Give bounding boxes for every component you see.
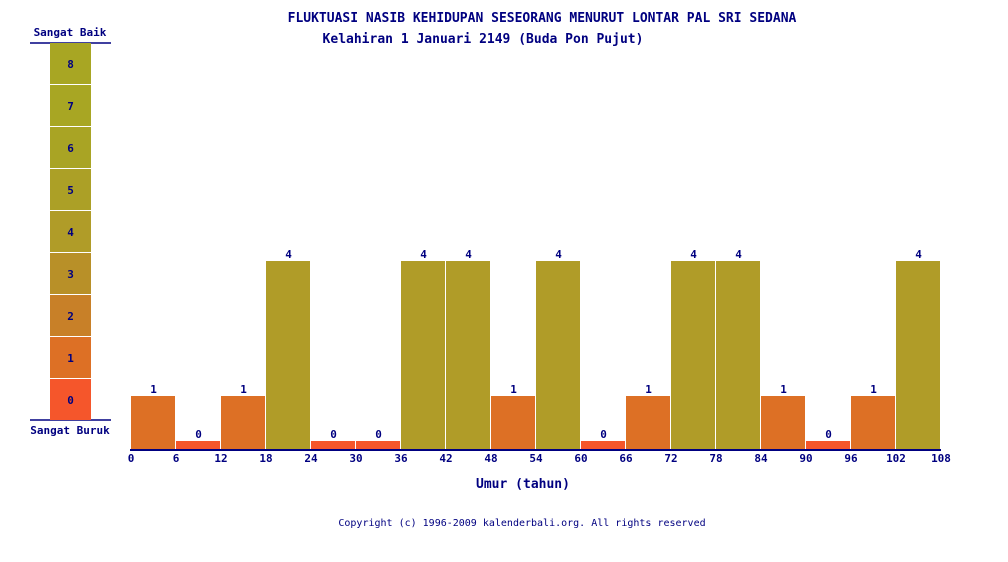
- x-axis-label: Umur (tahun): [476, 477, 570, 492]
- bar-value-label: 0: [195, 428, 202, 441]
- x-ticks: 0 6 12 18 24 30 36 42 48 54 60 66 72 78 84 90 96 102 108: [128, 452, 951, 465]
- bar-value-label: 0: [375, 428, 382, 441]
- scale-top-label: Sangat Baik: [34, 26, 107, 39]
- copyright: Copyright (c) 1996-2009 kalenderbali.org…: [338, 518, 705, 529]
- bar-value-label: 0: [825, 428, 832, 441]
- scale-level-6: [50, 127, 91, 168]
- x-tick-label: 30: [349, 452, 362, 465]
- chart-subtitle: Kelahiran 1 Januari 2149 (Buda Pon Pujut…: [323, 32, 644, 47]
- bar-value-label: 1: [150, 383, 157, 396]
- scale-level-label: 5: [67, 184, 74, 197]
- scale-level-3: [50, 253, 91, 294]
- scale-level-label: 7: [67, 100, 74, 113]
- bar-value-label: 4: [555, 248, 562, 261]
- bar-value-label: 4: [420, 248, 427, 261]
- x-tick-label: 24: [304, 452, 318, 465]
- x-tick-label: 42: [439, 452, 452, 465]
- scale-level-2: [50, 295, 91, 336]
- scale-level-label: 4: [67, 226, 74, 239]
- scale-level-label: 0: [67, 394, 74, 407]
- bar: [266, 261, 310, 450]
- bar-value-label: 4: [465, 248, 472, 261]
- bar-value-label: 1: [240, 383, 247, 396]
- bar-value-label: 1: [510, 383, 517, 396]
- bar: [626, 396, 670, 450]
- bar-value-label: 1: [870, 383, 877, 396]
- bar: [761, 396, 805, 450]
- bar: [581, 441, 625, 450]
- scale-level-label: 3: [67, 268, 74, 281]
- bar: [221, 396, 265, 450]
- scale-level-5: [50, 169, 91, 210]
- x-tick-label: 90: [799, 452, 812, 465]
- bar-value-label: 1: [780, 383, 787, 396]
- x-tick-label: 66: [619, 452, 633, 465]
- scale-level-label: 6: [67, 142, 74, 155]
- bar: [356, 441, 400, 450]
- bar-value-label: 4: [735, 248, 742, 261]
- bar: [491, 396, 535, 450]
- bar: [896, 261, 940, 450]
- x-tick-label: 36: [394, 452, 408, 465]
- x-tick-label: 6: [173, 452, 180, 465]
- bar: [671, 261, 715, 450]
- bar: [806, 441, 850, 450]
- x-tick-label: 72: [664, 452, 677, 465]
- bar-value-label: 1: [645, 383, 652, 396]
- x-tick-label: 54: [529, 452, 543, 465]
- bar: [131, 396, 175, 450]
- bars: 1 0 1 4 0 0 4 4 1 4 0 1 4 4 1 0 1 4: [131, 248, 940, 450]
- x-tick-label: 108: [931, 452, 951, 465]
- bar: [851, 396, 895, 450]
- bar: [176, 441, 220, 450]
- bar: [536, 261, 580, 450]
- x-tick-label: 84: [754, 452, 768, 465]
- bar: [311, 441, 355, 450]
- x-tick-label: 60: [574, 452, 587, 465]
- x-tick-label: 96: [844, 452, 858, 465]
- scale-level-4: [50, 211, 91, 252]
- scale-legend: 0 1 2 3 4 5 6 7 8: [50, 43, 91, 420]
- x-tick-label: 0: [128, 452, 135, 465]
- scale-level-8: [50, 43, 91, 84]
- scale-level-0: [50, 379, 91, 420]
- scale-level-label: 8: [67, 58, 74, 71]
- x-tick-label: 18: [259, 452, 272, 465]
- scale-level-label: 1: [67, 352, 74, 365]
- bar-value-label: 4: [285, 248, 292, 261]
- bar-value-label: 4: [915, 248, 922, 261]
- bar-value-label: 0: [600, 428, 607, 441]
- scale-level-1: [50, 337, 91, 378]
- x-tick-label: 12: [214, 452, 227, 465]
- bar: [716, 261, 760, 450]
- bar-value-label: 0: [330, 428, 337, 441]
- chart-title: FLUKTUASI NASIB KEHIDUPAN SESEORANG MENU…: [288, 11, 797, 26]
- bar: [401, 261, 445, 450]
- scale-bottom-label: Sangat Buruk: [30, 424, 110, 437]
- x-tick-label: 48: [484, 452, 497, 465]
- scale-level-label: 2: [67, 310, 74, 323]
- bar-value-label: 4: [690, 248, 697, 261]
- x-tick-label: 78: [709, 452, 722, 465]
- x-tick-label: 102: [886, 452, 906, 465]
- bar: [446, 261, 490, 450]
- scale-level-7: [50, 85, 91, 126]
